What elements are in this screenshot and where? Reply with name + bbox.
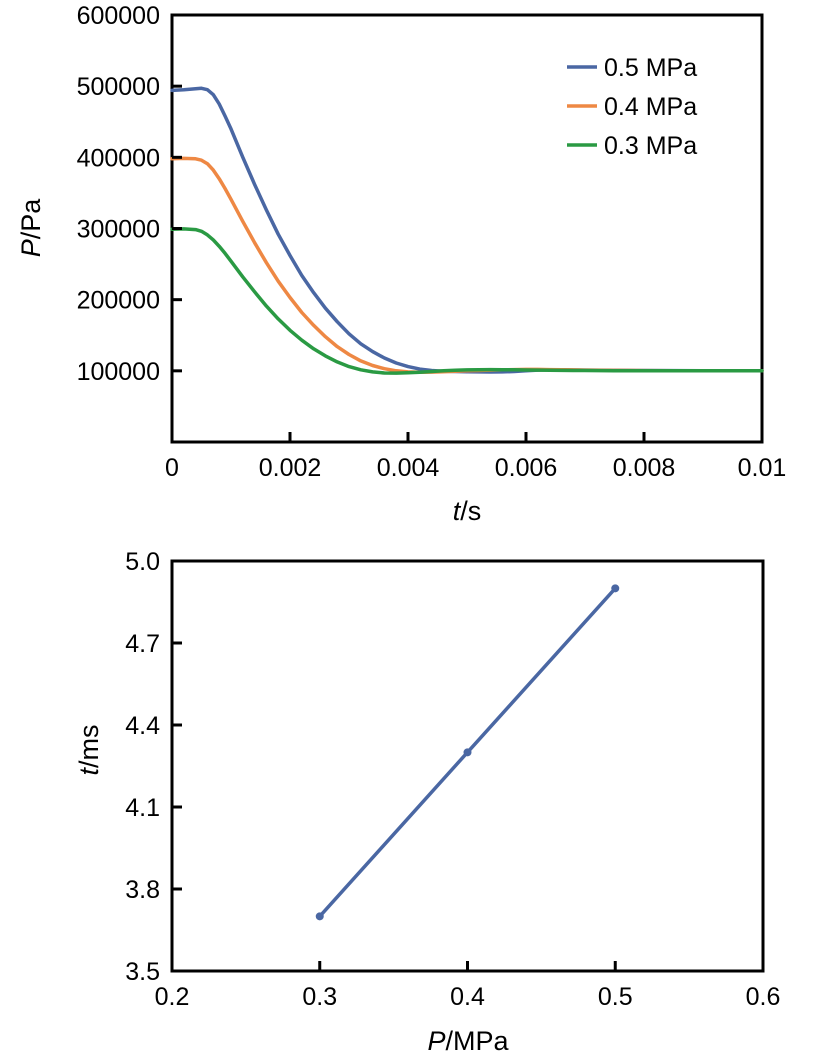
series-group xyxy=(170,86,764,375)
series-group xyxy=(315,584,620,921)
plot-area xyxy=(170,559,765,973)
y-axis-label: t/ms xyxy=(74,724,104,775)
y-axis-ticks: 3.5 3.8 4.1 4.4 4.7 5.0 xyxy=(125,548,182,986)
legend-label: 0.3 MPa xyxy=(604,132,697,160)
plot-frame xyxy=(170,559,765,973)
x-axis-ticks: 0.2 0.3 0.4 0.5 0.6 xyxy=(155,961,781,1011)
y-tick-label: 3.5 xyxy=(125,958,160,986)
series-line-0_4-MPa xyxy=(170,156,764,375)
x-tick-label: 0.006 xyxy=(495,454,558,482)
y-tick-label: 300000 xyxy=(77,216,160,244)
y-tick-label: 500000 xyxy=(77,73,160,101)
time-pressure-chart: 0.2 0.3 0.4 0.5 0.6 3.5 3.8 4.1 4.4 4.7 5.0 P/MPa… xyxy=(74,548,780,1056)
y-tick-label: 4.7 xyxy=(125,630,160,658)
pressure-time-chart: 0 0.002 0.004 0.006 0.008 0.01 100000 200000 30… xyxy=(16,2,786,526)
y-tick-label: 600000 xyxy=(77,2,160,30)
y-tick-label: 200000 xyxy=(77,287,160,315)
x-tick-label: 0.01 xyxy=(738,454,787,482)
x-axis-label: t/s xyxy=(453,496,482,526)
x-tick-label: 0.002 xyxy=(259,454,322,482)
data-point xyxy=(315,912,324,921)
y-tick-label: 5.0 xyxy=(125,548,160,576)
series-line-0_3-MPa xyxy=(170,227,764,375)
x-tick-label: 0.5 xyxy=(598,983,633,1011)
legend: 0.5 MPa 0.4 MPa 0.3 MPa xyxy=(567,54,697,160)
x-tick-label: 0.3 xyxy=(302,983,337,1011)
x-tick-label: 0.2 xyxy=(155,983,190,1011)
x-axis-label: P/MPa xyxy=(427,1026,509,1056)
y-tick-label: 4.1 xyxy=(125,794,160,822)
y-tick-label: 100000 xyxy=(77,358,160,386)
y-tick-label: 3.8 xyxy=(125,876,160,904)
x-tick-label: 0.004 xyxy=(377,454,440,482)
y-tick-label: 4.4 xyxy=(125,712,160,740)
x-tick-label: 0 xyxy=(165,454,179,482)
legend-label: 0.4 MPa xyxy=(604,93,697,121)
y-tick-label: 400000 xyxy=(77,144,160,172)
data-point xyxy=(611,584,620,593)
x-axis-ticks: 0 0.002 0.004 0.006 0.008 0.01 xyxy=(165,432,786,482)
x-tick-label: 0.008 xyxy=(613,454,676,482)
x-tick-label: 0.4 xyxy=(450,983,485,1011)
y-axis-label: P/Pa xyxy=(16,198,46,258)
y-axis-ticks: 100000 200000 300000 400000 500000 600000 xyxy=(77,2,182,386)
data-point xyxy=(463,748,472,757)
series-line-0_5-MPa xyxy=(170,86,764,374)
x-tick-label: 0.6 xyxy=(746,983,781,1011)
legend-label: 0.5 MPa xyxy=(604,54,697,82)
